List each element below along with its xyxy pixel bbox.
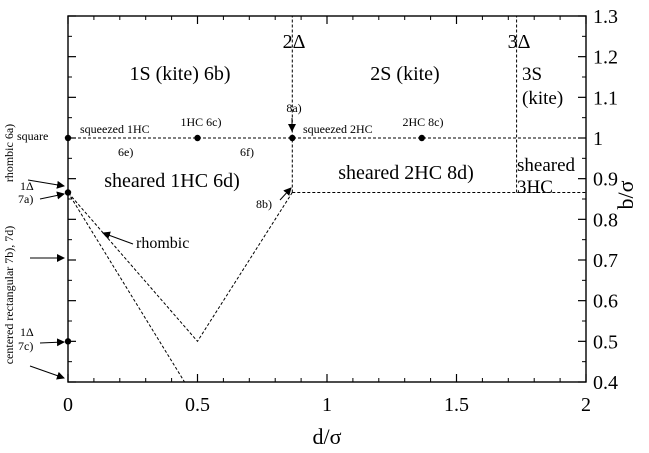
- state-point: [194, 134, 201, 142]
- y-tick-label: 0.8: [593, 209, 618, 231]
- region-label-2s-kite: 2S (kite): [370, 63, 439, 85]
- region-label-1s-kite: 1S (kite) 6b): [129, 63, 230, 85]
- x-tick-label: 2: [581, 394, 591, 416]
- x-tick-label: 0.5: [185, 394, 210, 416]
- region-label-3hc: 3HC: [517, 177, 553, 198]
- annotation-6e: 6e): [118, 145, 133, 159]
- side-label-rhombic-6a: rhombic 6a): [2, 124, 16, 182]
- y-axis-label: b/σ: [613, 180, 638, 209]
- state-point: [64, 338, 72, 345]
- y-tick-label: 1.2: [593, 47, 618, 69]
- state-point: [64, 189, 72, 196]
- rhombic-arrow: [102, 231, 134, 245]
- x-tick-label: 1: [322, 394, 332, 416]
- region-label-sheared-2hc: sheared 2HC 8d): [338, 162, 474, 184]
- axis-ticks: [67, 15, 587, 383]
- arrow-7c: [39, 338, 65, 347]
- point-label-2hc-8c: 2HC 8c): [403, 115, 444, 129]
- region-label-sheared-1hc: sheared 1HC 6d): [104, 170, 240, 192]
- annotation-squeezed-1hc: squeezed 1HC: [80, 122, 150, 136]
- annotation-6f: 6f): [240, 145, 254, 159]
- marker-3-delta: 3Δ: [508, 31, 531, 53]
- phase-boundary-line: [67, 192, 293, 343]
- annotation-8b: 8b): [256, 197, 272, 211]
- y-tick-label: 0.7: [593, 250, 618, 272]
- y-tick-label: 1.1: [593, 87, 618, 109]
- x-tick-label: 1.5: [444, 394, 469, 416]
- side-label-1-delta-bottom: 1Δ: [20, 325, 34, 339]
- y-tick-label: 1.3: [593, 6, 618, 28]
- state-point: [64, 134, 72, 142]
- axis-tick-labels: 0 0.5 1 1.5 20.4 0.5 0.6 0.7 0.8 0.9 1 1.1 1.2 1.3: [63, 6, 618, 416]
- state-points: [64, 134, 425, 345]
- region-label-3s: 3S: [522, 64, 542, 85]
- side-label-7c: 7c): [18, 339, 33, 353]
- arrow-7a: [39, 191, 65, 200]
- y-tick-label: 0.5: [593, 331, 618, 353]
- state-point: [418, 134, 425, 142]
- annotation-rhombic: rhombic: [136, 235, 189, 252]
- annotation-squeezed-2hc: squeezed 2HC: [303, 122, 373, 136]
- side-label-square: square: [17, 129, 48, 143]
- x-axis-label: d/σ: [313, 424, 342, 449]
- side-label-centered-rectangular: centered rectangular 7b), 7d): [2, 226, 16, 365]
- marker-2-delta: 2Δ: [283, 31, 306, 53]
- point-label-1hc-6c: 1HC 6c): [181, 115, 222, 129]
- phase-boundary-line: [67, 192, 185, 383]
- side-label-1-delta-top: 1Δ: [20, 179, 34, 193]
- y-tick-label: 0.4: [593, 372, 618, 394]
- x-tick-label: 0: [63, 394, 73, 416]
- side-label-7a: 7a): [18, 192, 33, 206]
- y-tick-label: 0.9: [593, 169, 618, 191]
- y-tick-label: 1: [593, 128, 603, 150]
- arrow-centered-rect-lower: [29, 365, 65, 380]
- arrow-rhombic-6a: [27, 179, 65, 189]
- y-tick-label: 0.6: [593, 291, 618, 313]
- phase-boundaries: [67, 16, 586, 383]
- state-point: [289, 134, 296, 142]
- region-label-3s-kite: (kite): [522, 88, 563, 109]
- region-label-sheared: sheared: [517, 155, 576, 176]
- point-label-8a: 8a): [286, 101, 301, 115]
- arrow-8b: [279, 187, 292, 201]
